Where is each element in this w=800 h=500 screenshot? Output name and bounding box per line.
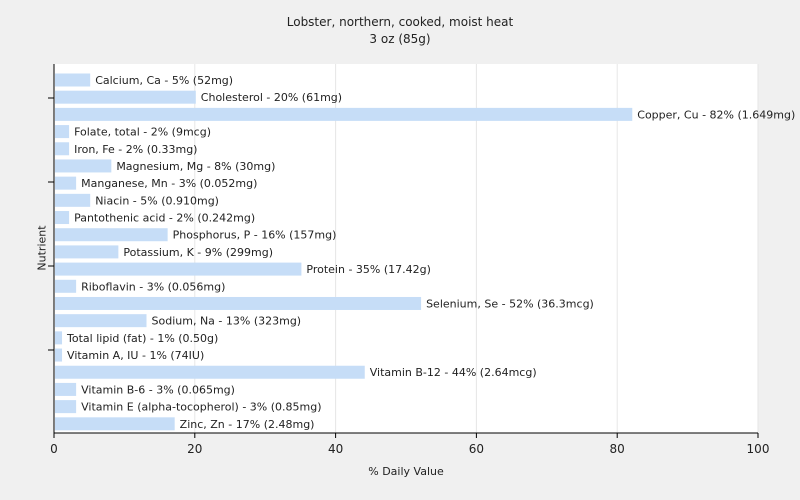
bar-label: Potassium, K - 9% (299mg) [123, 246, 273, 259]
bar [55, 159, 112, 173]
bar-label: Folate, total - 2% (9mcg) [74, 126, 211, 139]
bar-label: Sodium, Na - 13% (323mg) [152, 315, 302, 328]
chart-subtitle: 3 oz (85g) [369, 32, 431, 46]
x-tick-label: 40 [328, 442, 343, 456]
bar [55, 193, 91, 207]
bar [55, 279, 77, 293]
bar [55, 262, 302, 276]
x-tick-label: 20 [187, 442, 202, 456]
bar [55, 73, 91, 87]
bar [55, 365, 365, 379]
bar-label: Phosphorus, P - 16% (157mg) [173, 229, 337, 242]
bar [55, 417, 175, 431]
x-tick-label: 0 [50, 442, 58, 456]
bar-label: Calcium, Ca - 5% (52mg) [95, 74, 233, 87]
x-tick-label: 100 [747, 442, 770, 456]
y-axis-label: Nutrient [35, 225, 49, 271]
bar-label: Selenium, Se - 52% (36.3mcg) [426, 297, 594, 310]
bar-label: Copper, Cu - 82% (1.649mg) [637, 108, 795, 121]
bar [55, 125, 70, 139]
bar [55, 348, 63, 362]
x-tick-label: 80 [610, 442, 625, 456]
bar [55, 296, 422, 310]
bar [55, 228, 168, 242]
bar-label: Vitamin B-6 - 3% (0.065mg) [81, 383, 235, 396]
bar-label: Protein - 35% (17.42g) [306, 263, 431, 276]
bar [55, 400, 77, 414]
bar-label: Riboflavin - 3% (0.056mg) [81, 280, 225, 293]
chart-title-block: Lobster, northern, cooked, moist heat 3 … [0, 14, 800, 48]
bar-label: Total lipid (fat) - 1% (0.50g) [66, 332, 218, 345]
bar [55, 382, 77, 396]
bar [55, 331, 63, 345]
chart-title: Lobster, northern, cooked, moist heat [286, 15, 514, 29]
bar-label: Manganese, Mn - 3% (0.052mg) [81, 177, 257, 190]
bar [55, 314, 147, 328]
bar-label: Zinc, Zn - 17% (2.48mg) [180, 418, 315, 431]
axes: 0 20 40 60 80 100 [48, 64, 769, 456]
x-axis-label: % Daily Value [368, 465, 444, 478]
bar [55, 107, 633, 121]
bar-label: Vitamin A, IU - 1% (74IU) [67, 349, 204, 362]
bar-label: Vitamin E (alpha-tocopherol) - 3% (0.85m… [81, 401, 321, 414]
bar-label: Niacin - 5% (0.910mg) [95, 194, 219, 207]
bar-label: Vitamin B-12 - 44% (2.64mcg) [370, 366, 537, 379]
bar-label: Pantothenic acid - 2% (0.242mg) [74, 212, 255, 225]
x-tick-label: 60 [469, 442, 484, 456]
bar [55, 90, 196, 104]
bar [55, 176, 77, 190]
bar [55, 245, 119, 259]
bar [55, 211, 70, 225]
bar [55, 142, 70, 156]
bar-label: Magnesium, Mg - 8% (30mg) [116, 160, 275, 173]
bar-label: Iron, Fe - 2% (0.33mg) [74, 143, 197, 156]
bars: Calcium, Ca - 5% (52mg) Cholesterol - 20%… [55, 73, 795, 431]
bar-label: Cholesterol - 20% (61mg) [201, 91, 342, 104]
